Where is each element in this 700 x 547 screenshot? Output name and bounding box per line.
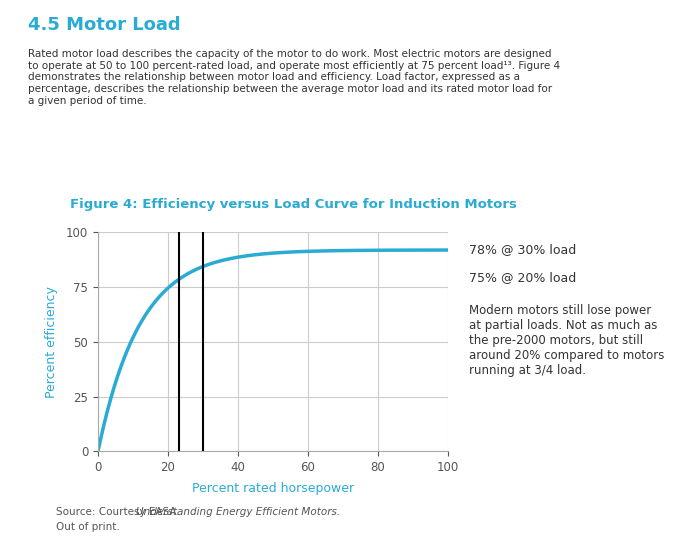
Text: Figure 4: Efficiency versus Load Curve for Induction Motors: Figure 4: Efficiency versus Load Curve f… [70, 197, 517, 211]
Text: Modern motors still lose power
at partial loads. Not as much as
the pre-2000 mot: Modern motors still lose power at partia… [469, 304, 664, 376]
Text: Source: Courtesy EASA.: Source: Courtesy EASA. [56, 507, 183, 517]
Text: Out of print.: Out of print. [56, 522, 120, 532]
Text: Rated motor load describes the capacity of the motor to do work. Most electric m: Rated motor load describes the capacity … [28, 49, 560, 106]
Text: 75% @ 20% load: 75% @ 20% load [469, 271, 576, 284]
Text: 78% @ 30% load: 78% @ 30% load [469, 243, 576, 257]
X-axis label: Percent rated horsepower: Percent rated horsepower [192, 482, 354, 496]
Text: Understanding Energy Efficient Motors.: Understanding Energy Efficient Motors. [136, 507, 341, 517]
Y-axis label: Percent efficiency: Percent efficiency [45, 286, 57, 398]
Text: 4.5 Motor Load: 4.5 Motor Load [28, 16, 181, 34]
